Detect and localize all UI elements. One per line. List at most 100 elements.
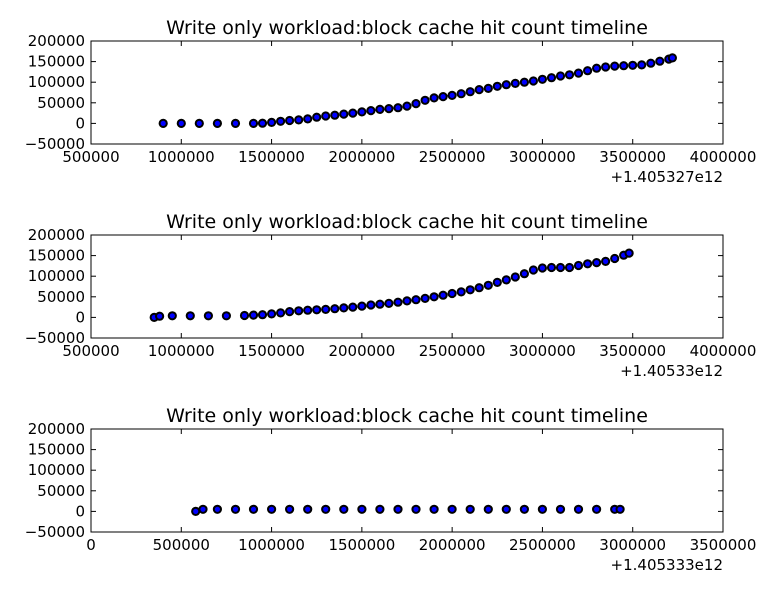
data-point bbox=[221, 311, 231, 321]
chart-title: Write only workload:block cache hit coun… bbox=[166, 17, 648, 39]
data-point bbox=[294, 115, 304, 125]
data-point bbox=[528, 265, 539, 275]
x-tick-label: 3000000 bbox=[599, 536, 666, 554]
data-point bbox=[375, 104, 385, 115]
data-point bbox=[573, 504, 584, 514]
x-tick-label: 1000000 bbox=[148, 148, 215, 166]
data-point bbox=[601, 256, 611, 266]
x-tick-label: 4000000 bbox=[690, 342, 757, 360]
data-point bbox=[285, 115, 295, 126]
data-point bbox=[583, 259, 593, 269]
data-point bbox=[592, 63, 602, 73]
data-point bbox=[321, 504, 331, 514]
data-point bbox=[610, 61, 620, 71]
data-point bbox=[429, 292, 439, 302]
data-point bbox=[303, 114, 313, 124]
data-point bbox=[276, 116, 286, 126]
data-points bbox=[149, 248, 634, 322]
data-point bbox=[312, 112, 322, 122]
data-point bbox=[212, 118, 222, 129]
data-point bbox=[276, 308, 286, 318]
data-point bbox=[637, 60, 647, 70]
data-point bbox=[312, 305, 322, 315]
y-tick-label: 150000 bbox=[28, 441, 85, 459]
x-tick-label: 3500000 bbox=[690, 536, 757, 554]
data-point bbox=[546, 73, 557, 83]
y-tick-label: 200000 bbox=[28, 226, 85, 244]
x-tick-label: 3500000 bbox=[599, 342, 666, 360]
data-point bbox=[465, 87, 475, 97]
data-point bbox=[339, 504, 349, 514]
plot-frame bbox=[90, 428, 724, 533]
data-point bbox=[447, 90, 457, 101]
x-offset-label: +1.40533e12 bbox=[620, 362, 723, 380]
y-tick-label: 0 bbox=[75, 502, 85, 520]
x-tick-label: 500000 bbox=[153, 536, 210, 554]
data-point bbox=[167, 311, 177, 321]
data-point bbox=[267, 309, 277, 319]
data-point bbox=[510, 78, 520, 89]
y-tick-label: 200000 bbox=[28, 420, 85, 438]
data-point bbox=[615, 504, 625, 514]
data-point bbox=[393, 103, 403, 113]
y-tick-label: −50000 bbox=[25, 329, 85, 347]
y-tick-label: 100000 bbox=[28, 461, 85, 479]
y-tick-label: 50000 bbox=[37, 482, 85, 500]
y-tick-label: 100000 bbox=[28, 267, 85, 285]
data-point bbox=[583, 66, 593, 76]
data-point bbox=[393, 504, 403, 514]
x-tick-label: 0 bbox=[86, 536, 96, 554]
data-point bbox=[321, 304, 331, 314]
data-point bbox=[592, 258, 602, 268]
y-tick-label: 150000 bbox=[28, 53, 85, 71]
data-point bbox=[248, 310, 259, 320]
data-point bbox=[465, 285, 475, 295]
data-point bbox=[198, 504, 208, 514]
plot-frame bbox=[90, 40, 724, 145]
x-tick-label: 500000 bbox=[62, 342, 119, 360]
data-point bbox=[267, 117, 277, 128]
x-tick-label: 2500000 bbox=[419, 148, 486, 166]
data-point bbox=[483, 83, 493, 94]
y-tick-label: 0 bbox=[75, 308, 85, 326]
data-point bbox=[501, 80, 511, 90]
data-point bbox=[375, 299, 385, 309]
data-point bbox=[357, 107, 367, 117]
x-tick-label: 1500000 bbox=[328, 536, 395, 554]
data-point bbox=[492, 277, 502, 287]
data-point bbox=[429, 93, 439, 103]
data-point bbox=[357, 301, 367, 311]
data-point bbox=[564, 262, 575, 273]
data-point bbox=[248, 504, 259, 514]
data-point bbox=[257, 310, 268, 320]
x-tick-label: 1000000 bbox=[238, 536, 305, 554]
x-tick-label: 2500000 bbox=[419, 342, 486, 360]
data-point bbox=[646, 58, 656, 68]
chart-panel-2: Write only workload:block cache hit coun… bbox=[25, 211, 757, 380]
data-point bbox=[402, 101, 412, 111]
data-point bbox=[194, 118, 204, 129]
data-point bbox=[555, 504, 566, 514]
data-point bbox=[537, 263, 548, 273]
x-tick-label: 3000000 bbox=[509, 342, 576, 360]
y-tick-label: 50000 bbox=[37, 288, 85, 306]
data-point bbox=[447, 504, 457, 514]
data-point bbox=[429, 504, 439, 514]
data-point bbox=[230, 504, 241, 514]
data-point bbox=[483, 504, 493, 514]
data-point bbox=[230, 118, 241, 129]
chart-panel-1: Write only workload:block cache hit coun… bbox=[25, 17, 757, 186]
data-points bbox=[191, 504, 625, 516]
data-point bbox=[519, 77, 530, 87]
y-tick-label: −50000 bbox=[25, 135, 85, 153]
data-point bbox=[624, 248, 634, 258]
data-point bbox=[528, 76, 539, 86]
data-point bbox=[501, 275, 511, 285]
data-point bbox=[384, 298, 394, 308]
data-point bbox=[465, 504, 475, 514]
data-point bbox=[519, 504, 530, 514]
data-point bbox=[294, 306, 304, 316]
data-point bbox=[447, 288, 457, 299]
data-point bbox=[357, 504, 367, 514]
